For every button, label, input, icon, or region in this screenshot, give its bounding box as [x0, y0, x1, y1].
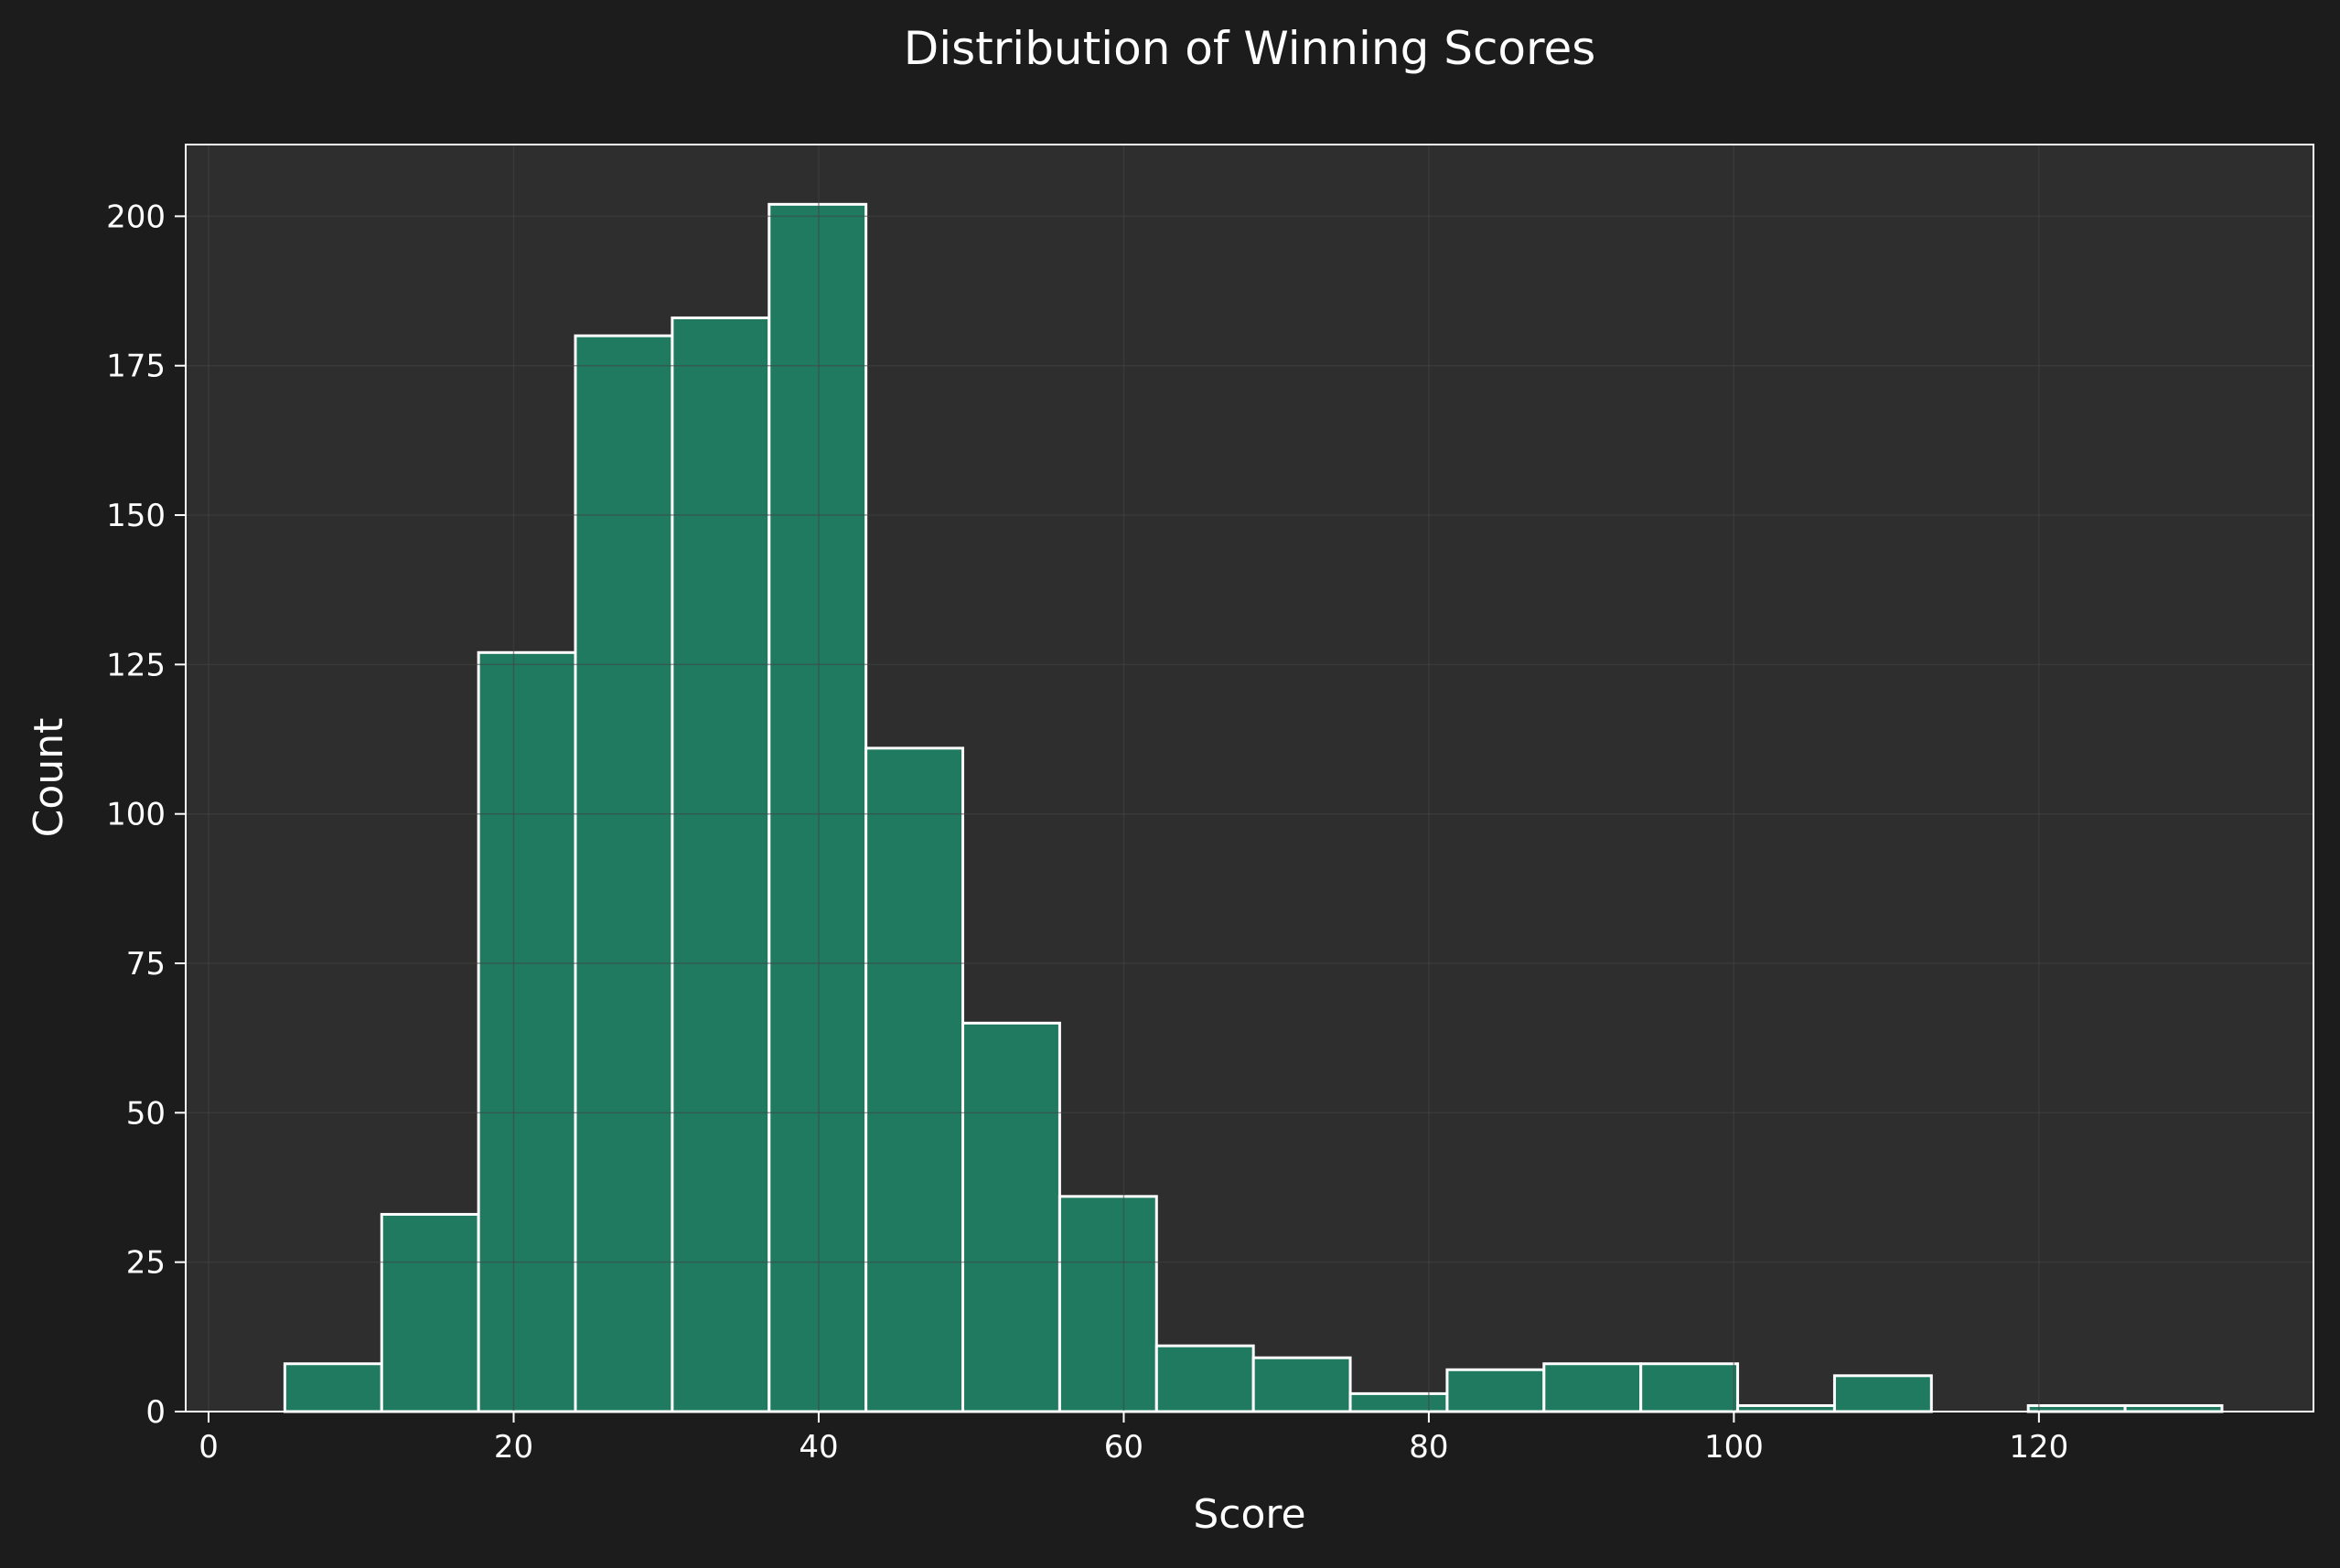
histogram-bar [1057, 1195, 1158, 1413]
histogram-bar [1348, 1391, 1449, 1413]
histogram-bar [1445, 1368, 1546, 1413]
x-axis-label: Score [1193, 1491, 1305, 1538]
y-tick-label: 100 [106, 797, 166, 833]
y-tick-label: 175 [106, 349, 166, 385]
y-tick-label: 200 [106, 199, 166, 235]
y-tick-label: 150 [106, 498, 166, 534]
gridlines [186, 145, 2313, 1412]
y-tick-label: 125 [106, 647, 166, 683]
plot-frame [185, 144, 2314, 1412]
y-axis-label: Count [26, 718, 72, 838]
chart-title: Distribution of Winning Scores [904, 22, 1596, 75]
histogram-bar [1542, 1362, 1643, 1413]
x-tick-label: 40 [799, 1429, 838, 1466]
histogram-bar [477, 650, 577, 1413]
histogram-bar [961, 1021, 1061, 1413]
x-tick-label: 120 [2009, 1429, 2068, 1466]
y-tick-label: 25 [126, 1245, 166, 1282]
x-tick-label: 60 [1104, 1429, 1143, 1466]
histogram-bar [574, 334, 674, 1413]
x-tick-label: 0 [199, 1429, 219, 1466]
y-tick-label: 50 [126, 1095, 166, 1132]
histogram-bar [1639, 1362, 1740, 1413]
y-tick-label: 0 [145, 1394, 166, 1431]
x-axis-ticks: 0 20 40 60 80 100 120 [199, 1412, 2068, 1466]
histogram-bar [864, 746, 965, 1413]
x-tick-label: 20 [494, 1429, 533, 1466]
histogram-bar [283, 1362, 383, 1413]
histogram-bar [1251, 1356, 1352, 1413]
y-axis-ticks: 0 25 50 75 100 125 150 175 200 [106, 199, 186, 1431]
histogram-bar [767, 202, 868, 1413]
histogram-bar [671, 316, 771, 1413]
bars [283, 202, 2224, 1413]
histogram-bar [1832, 1374, 1933, 1413]
y-tick-label: 75 [126, 946, 166, 983]
x-tick-label: 100 [1704, 1429, 1764, 1466]
x-tick-label: 80 [1409, 1429, 1448, 1466]
histogram-bar [380, 1212, 480, 1413]
histogram-bar [1154, 1344, 1255, 1413]
